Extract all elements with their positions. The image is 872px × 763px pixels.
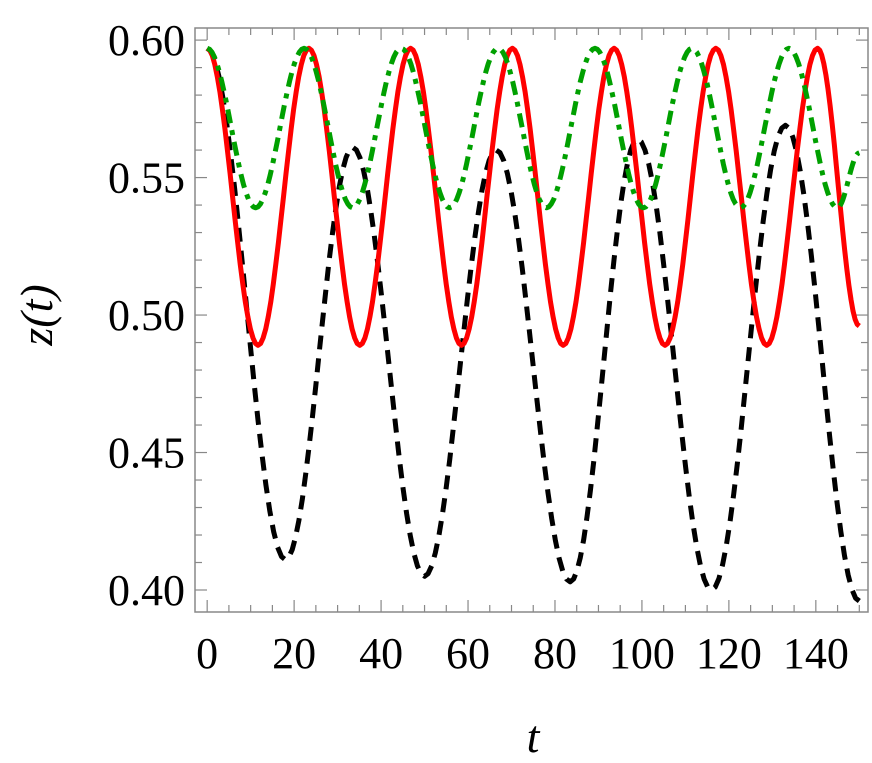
x-tick-label: 100	[609, 629, 675, 678]
y-tick-label: 0.50	[108, 291, 185, 340]
y-tick-label: 0.55	[108, 154, 185, 203]
series-lines	[205, 45, 861, 603]
x-tick-label: 20	[272, 629, 316, 678]
y-tick-label: 0.45	[108, 429, 185, 478]
y-tick-label: 0.40	[108, 566, 185, 615]
x-tick-labels: 0 20 40 60 80 100 120 140	[196, 629, 849, 678]
ticks	[195, 28, 868, 612]
plot-frame	[194, 27, 869, 613]
y-axis-label: z(t)	[11, 284, 62, 346]
x-axis-label: t	[527, 711, 541, 762]
y-tick-labels: 0.40 0.45 0.50 0.55 0.60	[108, 16, 185, 615]
x-tick-label: 40	[359, 629, 403, 678]
series-line-dot-dashed	[206, 45, 861, 211]
x-tick-label: 60	[446, 629, 490, 678]
x-tick-label: 140	[783, 629, 849, 678]
x-tick-label: 80	[533, 629, 577, 678]
series-line-dashed	[205, 46, 861, 603]
x-tick-label: 120	[696, 629, 762, 678]
series-line-solid	[205, 45, 861, 348]
y-tick-label: 0.60	[108, 16, 185, 65]
x-tick-label: 0	[196, 629, 218, 678]
